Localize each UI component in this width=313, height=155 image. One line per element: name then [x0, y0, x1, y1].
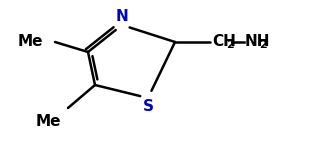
Text: NH: NH	[245, 35, 270, 49]
Text: CH: CH	[212, 35, 236, 49]
Text: N: N	[115, 9, 128, 24]
Text: Me: Me	[35, 115, 61, 129]
Text: 2: 2	[259, 40, 267, 51]
Text: 2: 2	[226, 40, 234, 51]
Text: Me: Me	[17, 35, 43, 49]
Text: S: S	[142, 99, 153, 114]
